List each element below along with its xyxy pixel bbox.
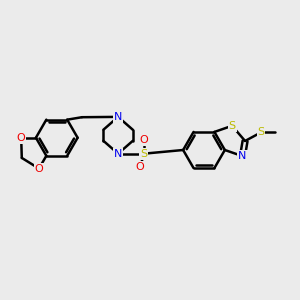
Text: N: N [238, 151, 247, 161]
Text: S: S [257, 128, 265, 137]
Text: N: N [114, 112, 122, 122]
Text: O: O [140, 135, 148, 145]
Text: N: N [114, 149, 122, 159]
Text: O: O [17, 133, 26, 143]
Text: S: S [140, 149, 147, 159]
Text: S: S [229, 121, 236, 131]
Text: O: O [34, 164, 43, 173]
Text: O: O [136, 162, 145, 172]
